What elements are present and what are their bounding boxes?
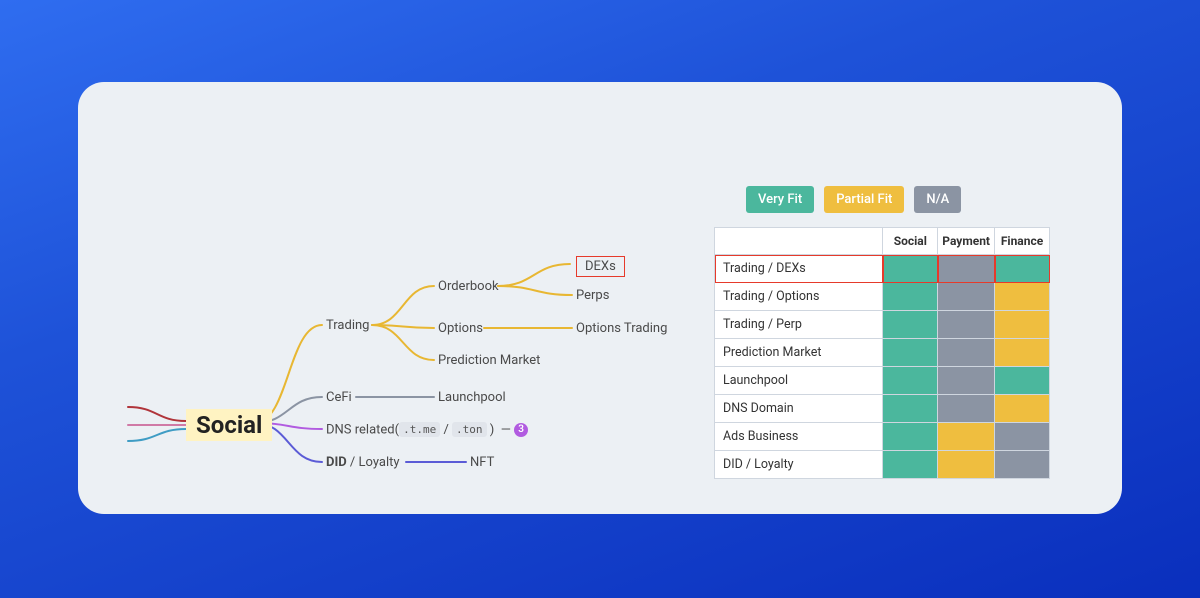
fit-cell <box>938 395 995 423</box>
row-label: Launchpool <box>715 367 883 395</box>
fit-cell <box>883 283 938 311</box>
mm-node-orderbook: Orderbook <box>438 280 499 293</box>
mm-node-options: Options <box>438 322 483 335</box>
fit-cell <box>995 451 1050 479</box>
fit-cell <box>938 255 995 283</box>
row-label: Trading / DEXs <box>715 255 883 283</box>
legend-na: N/A <box>914 186 961 213</box>
fit-cell <box>938 311 995 339</box>
table-row: Launchpool <box>715 367 1050 395</box>
mm-node-nft: NFT <box>470 456 494 469</box>
fit-cell <box>995 311 1050 339</box>
fit-cell <box>995 339 1050 367</box>
fit-cell <box>938 423 995 451</box>
row-label: DNS Domain <box>715 395 883 423</box>
table-row: Trading / DEXs <box>715 255 1050 283</box>
fit-cell <box>883 311 938 339</box>
fit-cell <box>995 255 1050 283</box>
legend-very-fit: Very Fit <box>746 186 814 213</box>
mm-node-opttrade: Options Trading <box>576 322 667 335</box>
legend-partial: Partial Fit <box>824 186 904 213</box>
fit-cell <box>938 283 995 311</box>
fit-cell <box>883 339 938 367</box>
mm-root: Social <box>186 409 272 441</box>
table-row: Prediction Market <box>715 339 1050 367</box>
fit-cell <box>883 451 938 479</box>
fit-cell <box>995 367 1050 395</box>
fit-matrix: Very Fit Partial Fit N/A SocialPaymentFi… <box>714 186 1050 479</box>
table-row: Ads Business <box>715 423 1050 451</box>
col-payment: Payment <box>938 228 995 255</box>
table-row: DID / Loyalty <box>715 451 1050 479</box>
fit-cell <box>883 255 938 283</box>
fit-cell <box>883 423 938 451</box>
table-row: DNS Domain <box>715 395 1050 423</box>
fit-cell <box>938 367 995 395</box>
fit-cell <box>995 423 1050 451</box>
card: Social Trading Orderbook Options Prediction … <box>78 82 1122 514</box>
row-label: Prediction Market <box>715 339 883 367</box>
mm-node-did: DID / Loyalty <box>326 456 400 469</box>
col-finance: Finance <box>995 228 1050 255</box>
fit-cell <box>883 395 938 423</box>
mm-node-trading: Trading <box>326 319 369 332</box>
mm-node-dns: DNS related(.t.me / .ton ) — 3 <box>326 423 528 437</box>
fit-cell <box>938 451 995 479</box>
mm-node-dexs: DEXs <box>576 256 625 277</box>
mm-node-launchpool: Launchpool <box>438 391 506 404</box>
mm-node-predmkt: Prediction Market <box>438 354 540 367</box>
fit-cell <box>938 339 995 367</box>
fit-cell <box>995 283 1050 311</box>
row-label: DID / Loyalty <box>715 451 883 479</box>
row-label: Trading / Perp <box>715 311 883 339</box>
legend: Very Fit Partial Fit N/A <box>714 186 1050 213</box>
row-label: Trading / Options <box>715 283 883 311</box>
mindmap: Social Trading Orderbook Options Prediction … <box>78 82 698 514</box>
table-row: Trading / Options <box>715 283 1050 311</box>
mm-node-perps: Perps <box>576 289 609 302</box>
mm-node-cefi: CeFi <box>326 391 352 404</box>
table-row: Trading / Perp <box>715 311 1050 339</box>
fit-table: SocialPaymentFinance Trading / DEXsTradi… <box>714 227 1050 479</box>
col-social: Social <box>883 228 938 255</box>
fit-cell <box>883 367 938 395</box>
fit-cell <box>995 395 1050 423</box>
row-label: Ads Business <box>715 423 883 451</box>
